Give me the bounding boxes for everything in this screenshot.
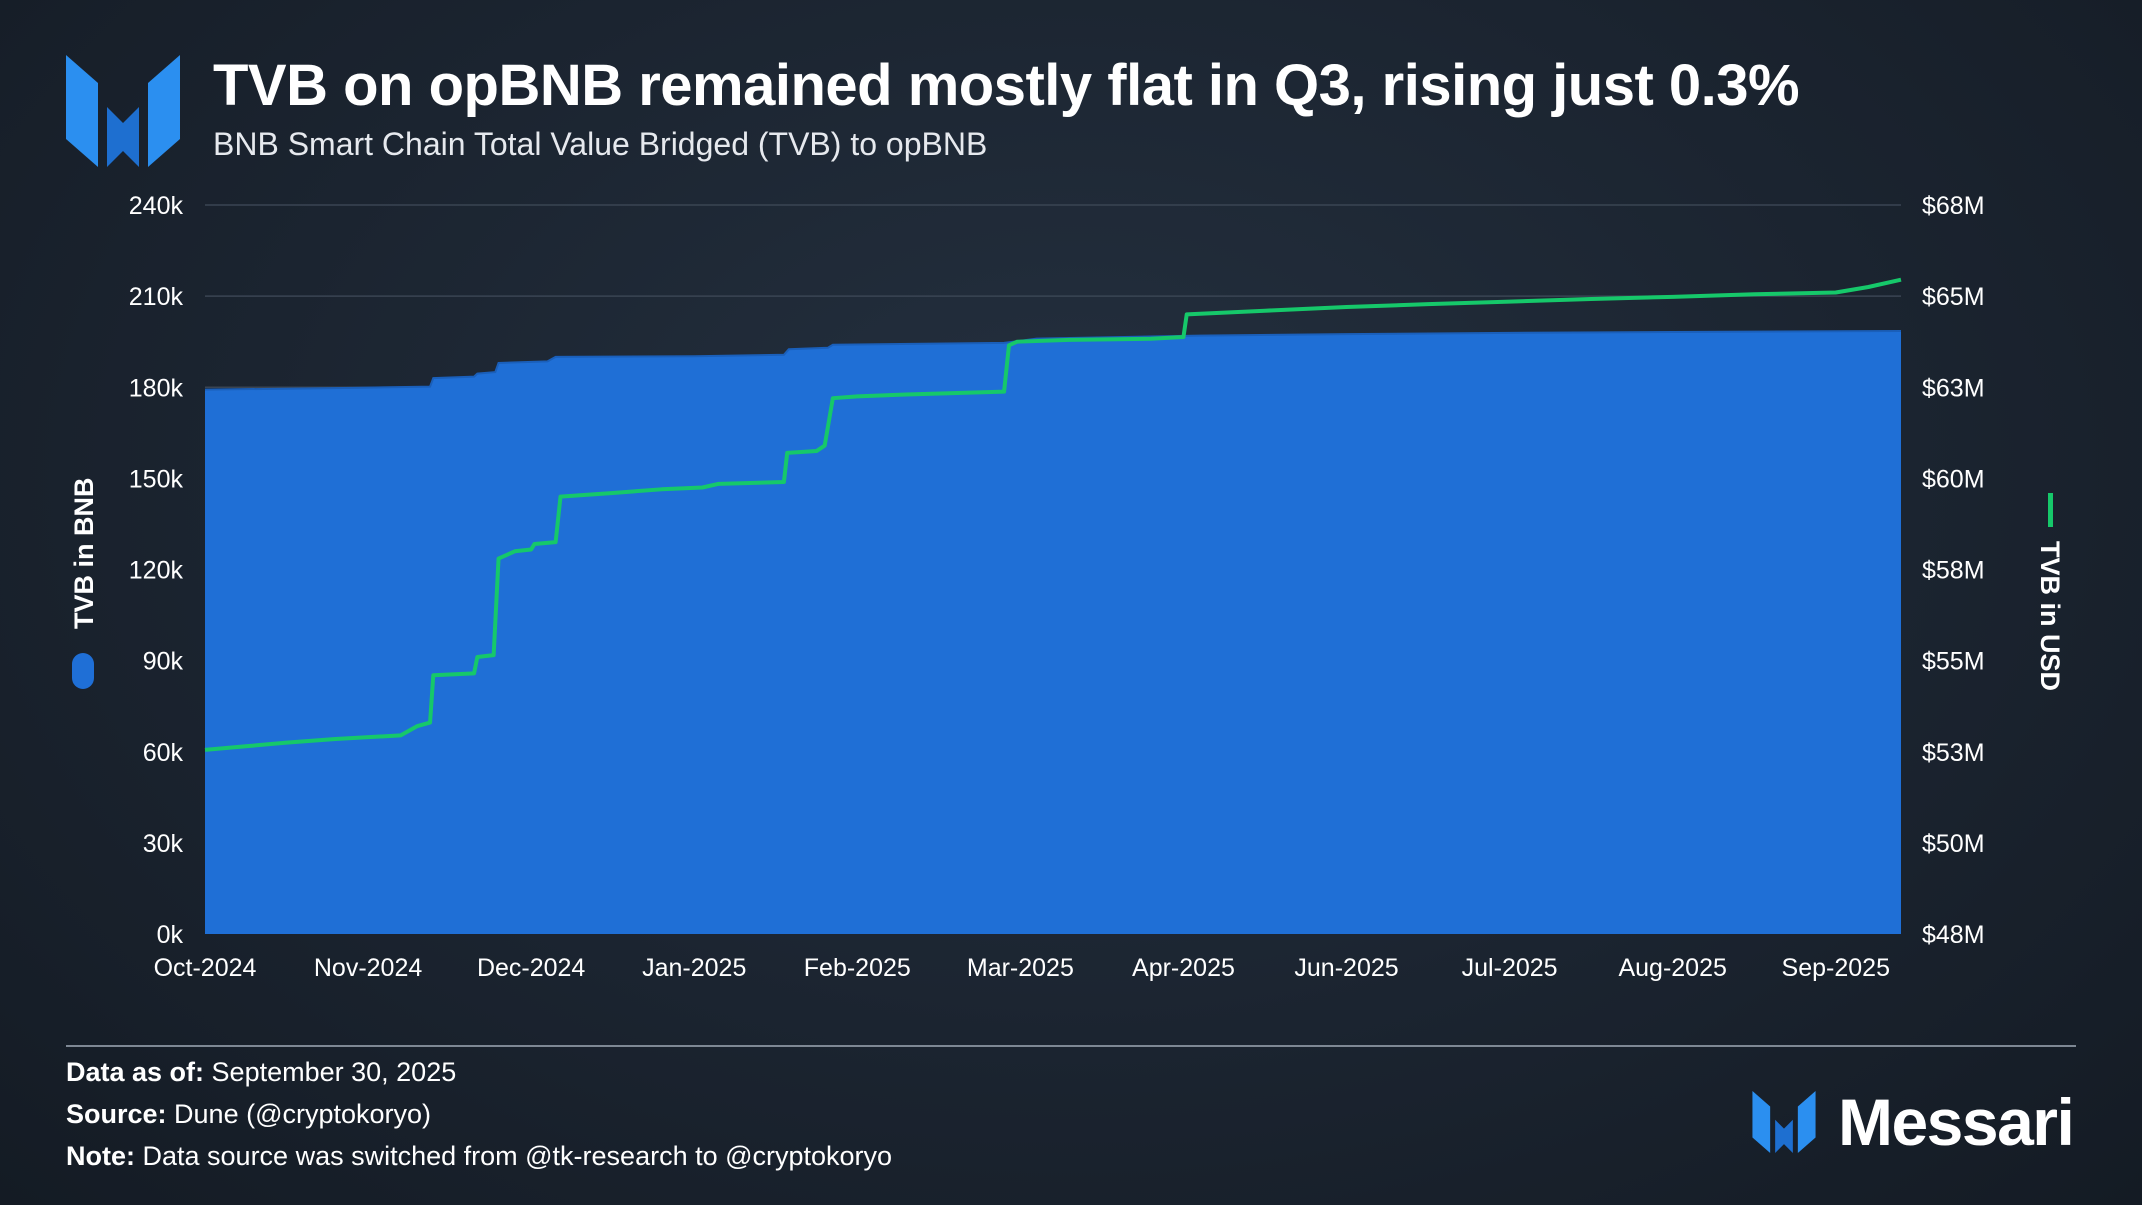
footer-source: Source: Dune (@cryptokoryo) [66, 1099, 432, 1129]
left-tick-label: 30k [143, 830, 184, 858]
left-tick-label: 60k [143, 739, 184, 767]
x-tick-label: Oct-2024 [154, 954, 257, 982]
messari-m-icon [66, 55, 180, 167]
x-tick-label: Mar-2025 [967, 954, 1074, 982]
left-tick-label: 150k [129, 465, 184, 493]
x-tick-label: Jul-2025 [1462, 954, 1558, 982]
right-tick-label: $68M [1922, 192, 1985, 220]
right-tick-label: $65M [1922, 283, 1985, 311]
right-tick-label: $60M [1922, 465, 1985, 493]
right-tick-label: $53M [1922, 739, 1985, 767]
footer-divider [66, 1045, 2076, 1047]
messari-logo: Messari [1752, 1084, 2075, 1160]
left-tick-label: 120k [129, 557, 184, 585]
left-axis-title: TVB in BNB [69, 478, 99, 689]
tvb-bnb-edge [204, 330, 1902, 391]
x-tick-label: Aug-2025 [1618, 954, 1726, 982]
right-axis-title: TVB in USD [2035, 493, 2065, 691]
x-axis-ticks: Oct-2024 Nov-2024 Dec-2024 Jan-2025 Feb-2025… [154, 954, 1890, 982]
bnb-legend-marker [72, 653, 94, 689]
footer-note: Note: Data source was switched from @tk-… [66, 1141, 893, 1171]
x-tick-label: Jan-2025 [642, 954, 746, 982]
x-tick-label: Apr-2025 [1132, 954, 1235, 982]
right-tick-label: $50M [1922, 830, 1985, 858]
left-tick-label: 210k [129, 283, 184, 311]
usd-legend-marker [2048, 493, 2053, 527]
right-tick-label: $48M [1922, 921, 1985, 949]
left-tick-label: 0k [157, 921, 184, 949]
right-tick-label: $58M [1922, 557, 1985, 585]
messari-m-icon [1752, 1091, 1816, 1153]
messari-wordmark: Messari [1838, 1085, 2075, 1159]
x-tick-label: Dec-2024 [477, 954, 585, 982]
x-tick-label: Feb-2025 [804, 954, 911, 982]
tvb-bnb-area [205, 331, 1901, 934]
tvb-chart: 0k 30k 60k 90k 120k 150k 180k 210k 240k $48M $50M… [69, 192, 2065, 982]
right-axis-ticks: $48M $50M $53M $55M $58M $60M $63M $65M $68M [1922, 192, 1985, 949]
x-tick-label: Sep-2025 [1782, 954, 1890, 982]
tvb-usd-line [204, 277, 1902, 752]
footer-data-as-of: Data as of: September 30, 2025 [66, 1057, 457, 1087]
left-tick-label: 240k [129, 192, 184, 220]
x-tick-label: Nov-2024 [314, 954, 422, 982]
left-axis-ticks: 0k 30k 60k 90k 120k 150k 180k 210k 240k [129, 192, 184, 949]
left-tick-label: 90k [143, 648, 184, 676]
left-axis-label: TVB in BNB [69, 478, 99, 630]
right-axis-label: TVB in USD [2035, 541, 2065, 691]
right-tick-label: $55M [1922, 648, 1985, 676]
x-tick-label: Jun-2025 [1294, 954, 1398, 982]
right-tick-label: $63M [1922, 374, 1985, 402]
chart-title: TVB on opBNB remained mostly flat in Q3,… [213, 53, 1800, 118]
chart-subtitle: BNB Smart Chain Total Value Bridged (TVB… [213, 126, 988, 162]
left-tick-label: 180k [129, 374, 184, 402]
